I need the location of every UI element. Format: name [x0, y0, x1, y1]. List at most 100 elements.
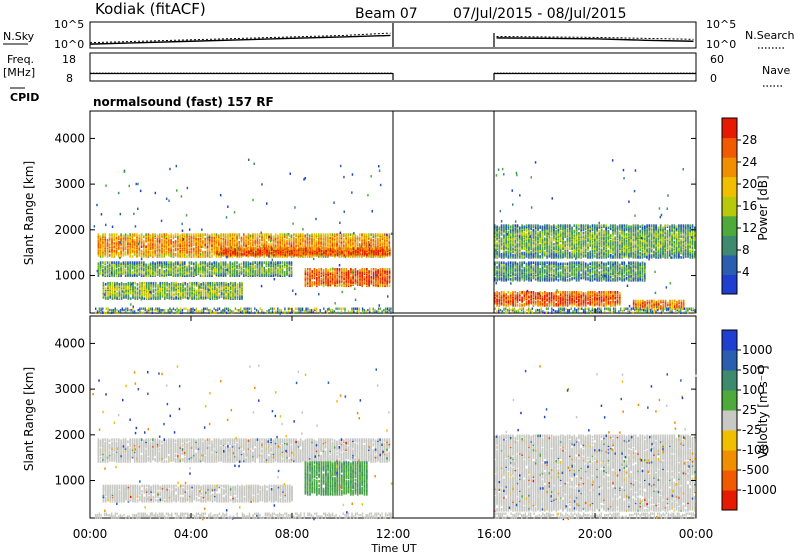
heatmap-cell [268, 247, 271, 250]
heatmap-cell [279, 233, 281, 236]
heatmap-cell [174, 239, 177, 243]
heatmap-cell [274, 233, 277, 236]
heatmap-cell [116, 291, 118, 295]
heatmap-cell [99, 235, 102, 239]
heatmap-cell [381, 241, 384, 244]
heatmap-cell [138, 241, 141, 244]
heatmap-cell [532, 291, 535, 294]
heatmap-cell [140, 249, 143, 253]
heatmap-cell [281, 261, 284, 264]
heatmap-cell [345, 268, 348, 271]
heatmap-cell [227, 283, 230, 286]
heatmap-cell [175, 281, 177, 285]
heatmap-cell [229, 233, 231, 236]
heatmap-cell [293, 247, 296, 250]
heatmap-cell [152, 254, 154, 257]
heatmap-cell [186, 241, 188, 244]
heatmap-cell [322, 237, 325, 241]
heatmap-cell [150, 281, 152, 285]
heatmap-cell [243, 248, 246, 251]
heatmap-cell [352, 242, 354, 245]
heatmap-cell [245, 250, 248, 254]
heatmap-cell [197, 245, 200, 248]
heatmap-cell [263, 266, 266, 270]
heatmap-cell [239, 247, 241, 250]
heatmap-cell [129, 233, 131, 236]
heatmap-cell [546, 292, 548, 295]
heatmap-cell [358, 236, 361, 240]
heatmap-cell [304, 255, 306, 258]
heatmap-cell [363, 275, 366, 279]
heatmap-cell [186, 265, 188, 269]
heatmap-cell [115, 238, 118, 242]
heatmap-cell [370, 236, 372, 240]
heatmap-cell [249, 262, 252, 265]
heatmap-cell [211, 233, 213, 236]
heatmap-cell [183, 261, 186, 264]
heatmap-cell [256, 261, 259, 264]
heatmap-cell [320, 252, 323, 256]
heatmap-cell [283, 235, 286, 239]
heatmap-cell [258, 261, 261, 264]
heatmap-cell [238, 263, 241, 267]
heatmap-cell [295, 247, 298, 250]
heatmap-cell [252, 239, 254, 243]
heatmap-cell [389, 247, 391, 250]
heatmap-cell [263, 245, 266, 248]
heatmap-cell [145, 245, 147, 248]
heatmap-cell [191, 281, 193, 285]
heatmap-cell [270, 243, 272, 246]
heatmap-cell [245, 244, 247, 247]
heatmap-cell [322, 269, 325, 272]
heatmap-cell [539, 300, 541, 304]
heatmap-cell [304, 251, 307, 255]
heatmap-cell [179, 234, 181, 237]
heatmap-cell [306, 233, 309, 236]
heatmap-cell [141, 281, 143, 285]
heatmap-cell [254, 236, 256, 240]
heatmap-cell [232, 281, 234, 285]
heatmap-cell [106, 274, 109, 277]
heatmap-cell [315, 233, 318, 236]
heatmap-cell [129, 253, 131, 256]
heatmap-cell [173, 281, 175, 285]
heatmap-cell [254, 264, 256, 268]
heatmap-cell [334, 249, 336, 253]
heatmap-cell [129, 297, 132, 300]
heatmap-cell [336, 247, 339, 250]
heatmap-cell [197, 255, 200, 258]
heatmap-cell [268, 243, 270, 246]
heatmap-cell [225, 281, 227, 285]
heatmap-cell [158, 239, 161, 243]
heatmap-cell [173, 297, 175, 300]
heatmap-cell [183, 237, 186, 241]
heatmap-cell [104, 287, 107, 290]
heatmap-cell [108, 254, 111, 257]
heatmap-cell [104, 283, 107, 286]
heatmap-cell [282, 247, 284, 250]
heatmap-cell [197, 263, 200, 267]
noise-line-sky [89, 34, 391, 45]
heatmap-cell [340, 238, 343, 242]
heatmap-cell [138, 244, 141, 247]
heatmap-cell [239, 250, 241, 254]
heatmap-cell [106, 238, 109, 242]
heatmap-cell [195, 297, 198, 300]
heatmap-cell [236, 283, 239, 286]
heatmap-cell [206, 262, 209, 265]
heatmap-cell [345, 241, 347, 244]
heatmap-cell [379, 237, 381, 241]
heatmap-cell [236, 270, 238, 273]
heatmap-cell [122, 253, 125, 256]
heatmap-cell [136, 244, 138, 247]
heatmap-cell [298, 247, 300, 250]
heatmap-cell [172, 236, 175, 240]
heatmap-cell [170, 233, 172, 236]
heatmap-cell [295, 251, 298, 255]
heatmap-cell [158, 255, 161, 258]
heatmap-cell [241, 249, 243, 253]
heatmap-cell [320, 233, 322, 236]
freq-panel-frame [89, 52, 697, 82]
heatmap-cell [181, 261, 184, 264]
heatmap-cell [348, 248, 350, 251]
